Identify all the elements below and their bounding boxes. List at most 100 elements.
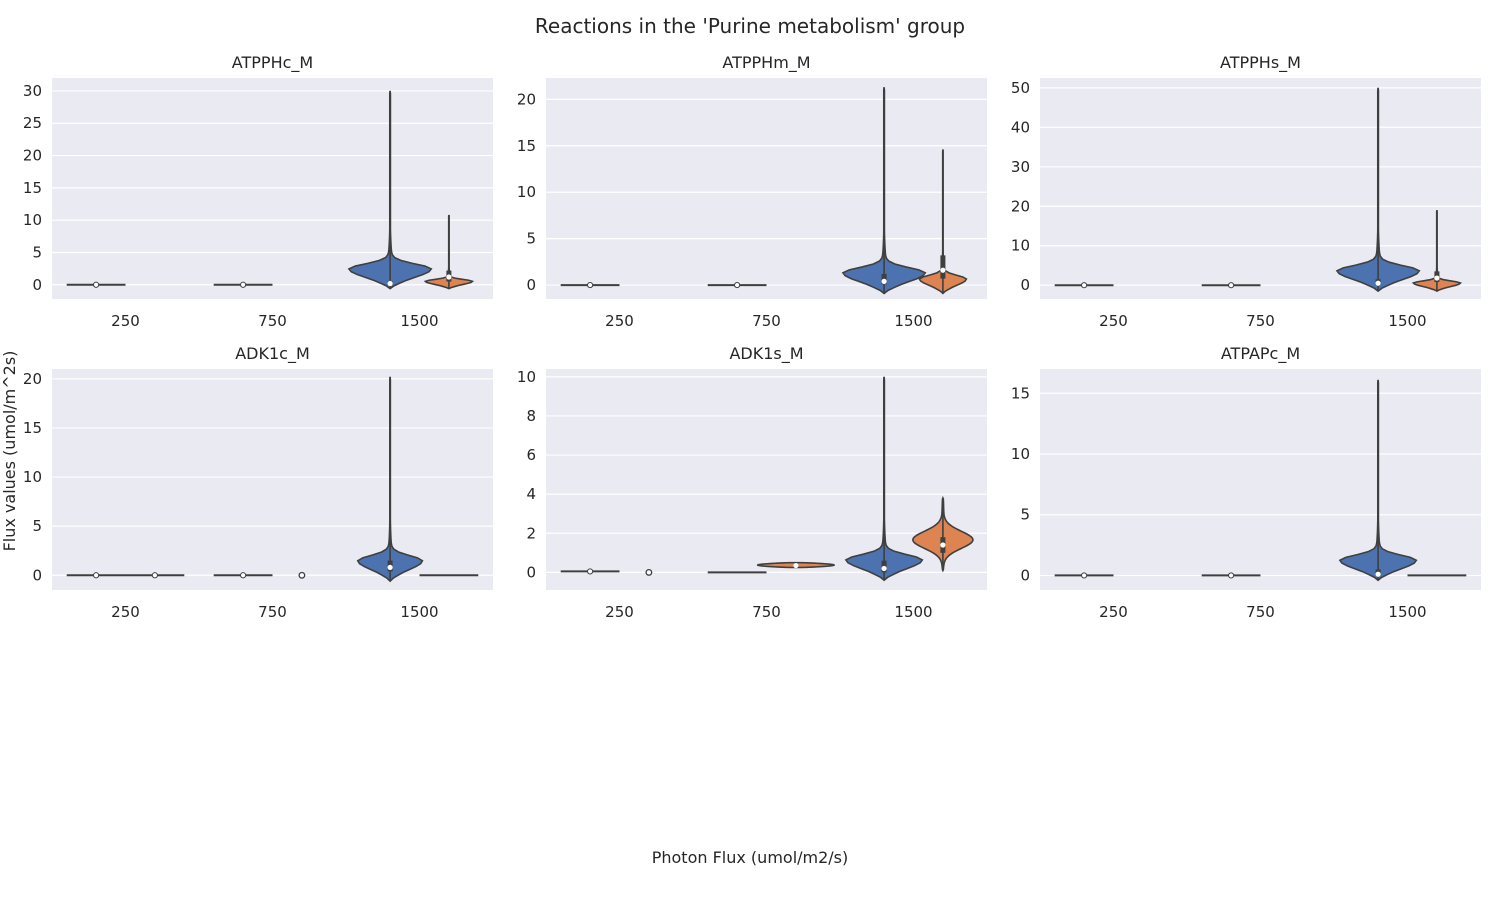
y-tick-label: 30: [1011, 158, 1030, 176]
violin-blue-250: [1054, 282, 1114, 289]
x-axis-label: Photon Flux (umol/m2/s): [652, 848, 849, 867]
violin-median: [1228, 572, 1235, 579]
y-tick-label: 0: [32, 276, 42, 294]
violin-blue-1500: [356, 376, 424, 583]
y-tick-label: 5: [526, 230, 536, 248]
y-tick-label: 40: [1011, 118, 1030, 136]
violin-blue-750: [213, 572, 273, 579]
violin-median: [240, 281, 247, 288]
subplot-1: 0 5 10 15 20 25 30 250 750 1500 ATPPHc_M: [23, 53, 493, 330]
y-tick-label: 0: [1020, 276, 1030, 294]
subplot-2: 0 5 10 15 20 250 750 1500 ATPPHm_M: [517, 53, 987, 330]
violin-blue-250: [66, 572, 126, 579]
violin-iqr-box: [940, 255, 946, 279]
violin-median: [1375, 571, 1381, 577]
violin-median: [645, 568, 653, 576]
violin-median: [387, 280, 393, 287]
x-tick-label: 250: [111, 312, 140, 330]
y-tick-label: 15: [23, 419, 42, 437]
x-tick-label: 250: [111, 603, 140, 621]
y-tick-label: 20: [1011, 197, 1030, 215]
violin-orange-1500: [912, 495, 974, 573]
violin-orange-1500: [918, 149, 968, 295]
y-tick-label: 15: [23, 179, 42, 197]
x-tick-label: 1500: [894, 312, 932, 330]
violin-orange-250: [645, 568, 653, 576]
violin-orange-1500: [423, 214, 475, 290]
x-tick-label: 1500: [1388, 312, 1426, 330]
violin-blue-750: [1201, 572, 1261, 579]
y-tick-label: 10: [23, 468, 42, 486]
subplot-title: ATPPHm_M: [722, 53, 810, 73]
violin-median: [151, 572, 158, 579]
x-tick-label: 250: [1099, 603, 1128, 621]
subplot-title: ADK1s_M: [729, 344, 803, 364]
y-tick-label: 10: [1011, 445, 1030, 463]
y-tick-label: 5: [32, 517, 42, 535]
violin-blue-750: [213, 281, 273, 288]
violin-blue-250: [560, 568, 620, 575]
y-tick-label: 20: [23, 370, 42, 388]
violin-median: [1081, 282, 1088, 289]
y-tick-label: 15: [517, 137, 536, 155]
plot-area: [546, 78, 987, 299]
x-tick-label: 1500: [1388, 603, 1426, 621]
violin-median: [446, 274, 452, 280]
violin-orange-750: [756, 561, 835, 569]
violin-blue-1500: [844, 376, 924, 582]
plot-area: [52, 78, 493, 299]
violin-median: [1081, 572, 1088, 579]
violin-blue-750: [1201, 282, 1261, 289]
subplot-4: 0 5 10 15 20 250 750 1500 ADK1c_M: [23, 344, 493, 621]
y-tick-label: 10: [517, 368, 536, 386]
subplot-title: ATPPHc_M: [232, 53, 313, 73]
y-tick-label: 0: [1020, 566, 1030, 584]
violin-blue-1500: [1338, 379, 1418, 582]
violin-median: [940, 542, 946, 548]
x-tick-label: 1500: [894, 603, 932, 621]
violin-median: [793, 562, 799, 569]
y-tick-label: 10: [1011, 237, 1030, 255]
y-tick-label: 2: [526, 524, 536, 542]
x-tick-label: 1500: [400, 312, 438, 330]
subplot-3: 0 10 20 30 40 50 250 750 1500 ATPPHs_M: [1011, 53, 1481, 330]
y-tick-label: 6: [526, 446, 536, 464]
violin-median: [93, 281, 100, 288]
y-tick-label: 4: [526, 485, 536, 503]
subplot-title: ATPAPc_M: [1221, 344, 1300, 364]
x-tick-label: 750: [1246, 603, 1275, 621]
y-tick-label: 20: [23, 147, 42, 165]
violin-median: [93, 572, 100, 579]
violin-median: [298, 571, 306, 579]
plot-area: [1040, 369, 1481, 590]
violin-blue-250: [1054, 572, 1114, 579]
violin-blue-1500: [1335, 87, 1421, 293]
y-tick-label: 0: [32, 566, 42, 584]
y-tick-label: 5: [32, 243, 42, 261]
violin-blue-250: [66, 281, 126, 288]
violin-blue-750: [707, 281, 767, 289]
violin-median: [587, 281, 594, 289]
violin-median: [881, 278, 887, 284]
figure-title: Reactions in the 'Purine metabolism' gro…: [535, 14, 965, 38]
plot-area: [1040, 78, 1481, 299]
x-tick-label: 750: [752, 312, 781, 330]
x-tick-label: 250: [1099, 312, 1128, 330]
y-tick-label: 20: [517, 90, 536, 108]
violin-orange-1500: [1411, 210, 1463, 293]
violin-blue-1500: [841, 87, 927, 295]
y-tick-label: 10: [517, 183, 536, 201]
violin-median: [1434, 275, 1440, 281]
x-tick-label: 750: [1246, 312, 1275, 330]
x-tick-label: 750: [258, 603, 287, 621]
y-tick-label: 30: [23, 82, 42, 100]
y-tick-label: 25: [23, 114, 42, 132]
violin-median: [881, 565, 887, 572]
x-tick-label: 1500: [400, 603, 438, 621]
violin-median: [240, 572, 247, 579]
violin-orange-750: [298, 571, 306, 579]
y-tick-label: 10: [23, 211, 42, 229]
x-tick-label: 750: [752, 603, 781, 621]
y-tick-label: 15: [1011, 384, 1030, 402]
